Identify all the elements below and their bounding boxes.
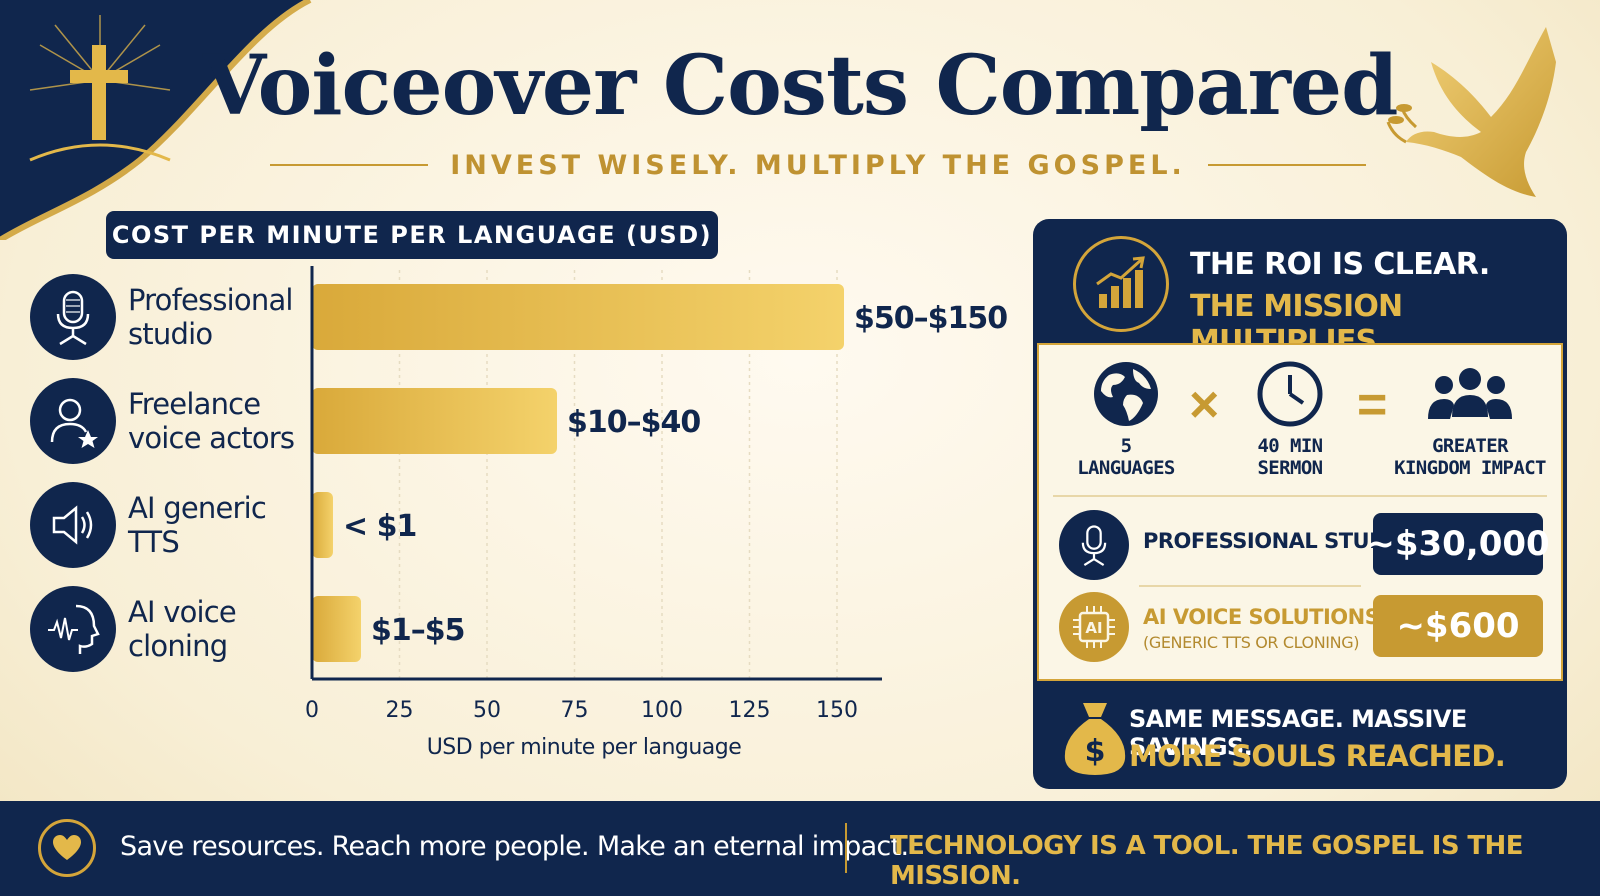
ai-chip-icon: AI [1059, 592, 1129, 662]
x-tick-label: 100 [641, 698, 683, 723]
x-axis-label: USD per minute per language [427, 735, 742, 760]
cross-icon [29, 15, 171, 162]
subtitle-row: INVEST WISELY. MULTIPLY THE GOSPEL. [270, 145, 1367, 185]
divider [1139, 585, 1361, 587]
bar-0 [312, 284, 844, 350]
globe-icon [1094, 362, 1158, 426]
clock-icon [1257, 361, 1323, 427]
category-label: AI voice cloning [128, 595, 237, 663]
category-ai-generic-tts: AI generic TTS [30, 479, 296, 571]
bar-value-label: $50–$150 [854, 301, 1007, 336]
x-tick-label: 150 [816, 698, 858, 723]
divider [1053, 495, 1547, 497]
bar-3 [312, 596, 361, 662]
x-tick-label: 125 [729, 698, 771, 723]
voice-wave-icon [30, 586, 116, 672]
category-ai-voice-cloning: AI voice cloning [30, 583, 296, 675]
times-operator: × [1189, 376, 1220, 434]
x-tick-label: 50 [473, 698, 501, 723]
languages-caption: 5 LANGUAGES [1077, 435, 1175, 479]
impact-item: GREATER KINGDOM IMPACT [1387, 359, 1553, 479]
dove-icon [1386, 27, 1556, 197]
impact-caption: GREATER KINGDOM IMPACT [1394, 435, 1546, 479]
microphone-icon [1059, 510, 1129, 580]
ai-price: ~$600 [1373, 595, 1543, 657]
professional-label: PROFESSIONAL STUDIO [1143, 529, 1411, 553]
group-icon [1428, 368, 1512, 419]
roi-savings: $ SAME MESSAGE. MASSIVE SAVINGS. MORE SO… [1033, 681, 1567, 789]
subtitle-rule-right [1207, 164, 1367, 166]
professional-price: ~$30,000 [1366, 513, 1550, 575]
languages-item: 5 LANGUAGES [1071, 359, 1181, 479]
bag-dollar-sign: $ [1085, 734, 1106, 769]
category-professional-studio: Professional studio [30, 271, 296, 363]
roi-panel: THE ROI IS CLEAR. THE MISSION MULTIPLIES… [1033, 219, 1567, 789]
category-freelance-voice-actors: Freelance voice actors [30, 375, 296, 467]
ai-chip-label: AI [1085, 619, 1102, 637]
footer-left-text: Save resources. Reach more people. Make … [120, 831, 909, 862]
x-tick-label: 25 [386, 698, 414, 723]
heart-icon [38, 819, 96, 877]
bar-1 [312, 388, 557, 454]
roi-header: THE ROI IS CLEAR. THE MISSION MULTIPLIES… [1033, 219, 1567, 359]
footer-right-text: TECHNOLOGY IS A TOOL. THE GOSPEL IS THE … [890, 831, 1523, 891]
roi-equation-box: 5 LANGUAGES × 40 MIN SERMON = GREATER KI… [1037, 343, 1563, 681]
growth-chart-icon [1073, 236, 1169, 332]
cost-bar-chart: $50–$150 $10–$40 < $1 $1–$5 0 25 50 75 100 125 15… [305, 266, 1008, 760]
bar-value-label: $10–$40 [567, 405, 700, 440]
ai-note: (GENERIC TTS OR CLONING) [1143, 633, 1360, 652]
savings-line2: MORE SOULS REACHED. [1129, 739, 1506, 773]
category-label: Professional studio [128, 283, 293, 351]
page-title: Voiceover Costs Compared [202, 38, 1399, 134]
bar-2 [312, 492, 333, 558]
x-tick-label: 75 [561, 698, 589, 723]
sermon-item: 40 MIN SERMON [1235, 359, 1345, 479]
bar-value-label: < $1 [343, 509, 416, 544]
subtitle: INVEST WISELY. MULTIPLY THE GOSPEL. [450, 149, 1186, 181]
roi-line1: THE ROI IS CLEAR. [1190, 247, 1490, 282]
x-tick-label: 0 [305, 698, 319, 723]
person-star-icon [30, 378, 116, 464]
footer-banner: Save resources. Reach more people. Make … [0, 801, 1600, 896]
money-bag-icon: $ [1064, 703, 1126, 775]
speaker-icon [30, 482, 116, 568]
professional-cost-row: PROFESSIONAL STUDIO ~$30,000 [1053, 507, 1550, 581]
sermon-caption: 40 MIN SERMON [1257, 435, 1323, 479]
category-label: Freelance voice actors [128, 387, 295, 455]
ai-label: AI VOICE SOLUTIONS [1143, 605, 1380, 629]
equals-operator: = [1357, 376, 1388, 434]
chart-title: COST PER MINUTE PER LANGUAGE (USD) [106, 211, 718, 259]
savings-line1: SAME MESSAGE. MASSIVE SAVINGS. [1129, 705, 1467, 761]
corner-cross-decoration [0, 0, 312, 240]
microphone-icon [30, 274, 116, 360]
ai-cost-row: AI AI VOICE SOLUTIONS (GENERIC TTS OR CL… [1053, 589, 1547, 663]
subtitle-rule-left [270, 164, 429, 166]
bar-value-label: $1–$5 [371, 613, 465, 648]
footer-separator [845, 823, 847, 873]
category-label: AI generic TTS [128, 491, 267, 559]
